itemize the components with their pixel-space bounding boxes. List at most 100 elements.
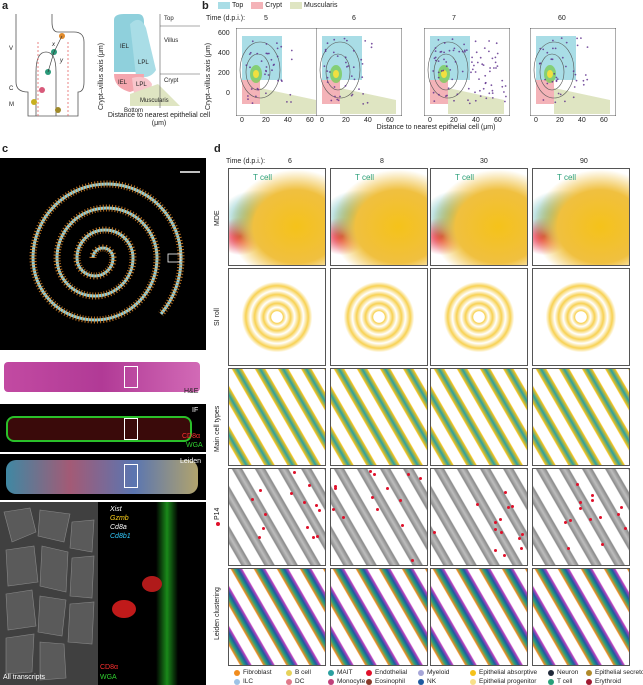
panel-d-p14-90 [532, 468, 630, 566]
scatter-point [565, 41, 568, 44]
legend-epithelial-secretory: Epithelial secretory [586, 669, 643, 676]
panel-d-main-cell-types-8 [330, 368, 428, 466]
scatter-point [501, 79, 504, 82]
p14-cell [520, 547, 523, 550]
legend-text: Myeloid [427, 669, 450, 676]
legend-dc: DC [286, 678, 304, 685]
scatter-point [461, 50, 464, 53]
legend-dot [418, 678, 424, 685]
panel-b-yaxis: Crypt–villus axis (μm) [205, 42, 212, 110]
he-tissue [4, 362, 200, 392]
scatter-point [554, 101, 557, 104]
scatter-point [538, 62, 541, 65]
scatter-point [290, 101, 292, 103]
legend-erythroid: Erythroid [586, 678, 621, 685]
scatter-point [475, 51, 478, 54]
panel-d-leiden-clustering-8 [330, 568, 428, 666]
zoom-red-cell-2 [142, 576, 162, 592]
scatter-point [582, 83, 585, 86]
panel-b-ytick-400: 400 [218, 50, 230, 57]
xtick-7-20: 20 [450, 117, 458, 124]
scatter-point [467, 87, 470, 90]
scatter-point [289, 93, 292, 96]
legend-neuron: Neuron [548, 669, 578, 676]
density-core-yellow [547, 70, 553, 78]
panel-a-label: a [2, 0, 9, 12]
density-plot-7 [424, 28, 510, 116]
legend-text: DC [295, 678, 305, 685]
gene-xist: Xist [110, 506, 122, 513]
scatter-point [493, 67, 495, 69]
scatter-point [343, 37, 346, 40]
scatter-point [276, 55, 279, 58]
p14-cell [433, 531, 436, 534]
scatter-point [276, 42, 278, 44]
scatter-point [247, 95, 249, 97]
scatter-point [478, 78, 480, 80]
legend-eosinophil: Eosinophil [366, 678, 405, 685]
scatter-point [481, 63, 484, 66]
region-crypt-band [322, 80, 340, 104]
scatter-point [495, 42, 498, 45]
scatter-point [572, 70, 575, 73]
scatter-point [432, 70, 435, 72]
row-label-mde: MDE [214, 210, 221, 226]
xtick-5-60: 60 [306, 117, 314, 124]
if-channel-wga: WGA [186, 442, 203, 449]
panel-d-mde-90: T cell [532, 168, 630, 266]
letter-m: M [9, 102, 14, 108]
legend-dot [328, 678, 334, 685]
scatter-point [361, 63, 364, 65]
bottom-channel-cd8a: CD8α [100, 664, 119, 671]
scatter-point [265, 66, 268, 68]
region-top: Top [164, 16, 174, 22]
scatter-point [553, 72, 556, 75]
contour-outer [239, 41, 281, 99]
tcell-label: T cell [355, 173, 374, 182]
panel-d-si-roll-6 [228, 268, 326, 366]
contour-mid [433, 53, 459, 91]
scatter-point [546, 51, 549, 54]
scatter-point [446, 94, 448, 97]
letter-v: V [9, 46, 14, 52]
scatter-point [265, 69, 267, 72]
scatter-point [482, 87, 485, 90]
legend-nk: NK [418, 678, 436, 685]
scatter-point [557, 92, 560, 95]
legend-dot [548, 669, 554, 676]
contour-outer [319, 41, 361, 99]
panel-d-time-label: Time (d.p.i.): [226, 158, 266, 165]
scatter-point [437, 39, 440, 41]
p14-cell [312, 536, 315, 539]
p14-cell [303, 501, 306, 504]
legend-dot [470, 669, 476, 676]
scatter-point [451, 38, 454, 41]
scatter-point [344, 56, 347, 59]
panel-d-si-roll-30 [430, 268, 528, 366]
scatter-point [445, 61, 448, 63]
panel-d-leiden-clustering-90 [532, 568, 630, 666]
legend-b-cell: B cell [286, 669, 311, 676]
p14-cell [511, 505, 514, 508]
panel-c-label: c [2, 143, 9, 155]
scatter-point [494, 61, 497, 64]
p14-cell [476, 503, 479, 506]
scatter-point [290, 58, 293, 61]
legend-text: Neuron [557, 669, 579, 676]
p14-cell [567, 547, 570, 550]
scatter-point [326, 70, 329, 72]
scatter-point [484, 74, 487, 77]
p14-cell [264, 513, 267, 516]
legend-top-swatch [218, 2, 230, 9]
letter-y: y [60, 58, 63, 64]
scatter-point [352, 49, 355, 52]
scatter-point [451, 78, 454, 81]
legend-mait: MAIT [328, 669, 353, 676]
p14-cell [617, 513, 620, 516]
scatter-point [362, 93, 364, 95]
p14-cell [591, 494, 594, 497]
panel-d-main-cell-types-6 [228, 368, 326, 466]
legend-t-cell: T cell [548, 678, 572, 685]
p14-cell [371, 496, 374, 499]
scatter-point [572, 96, 575, 99]
